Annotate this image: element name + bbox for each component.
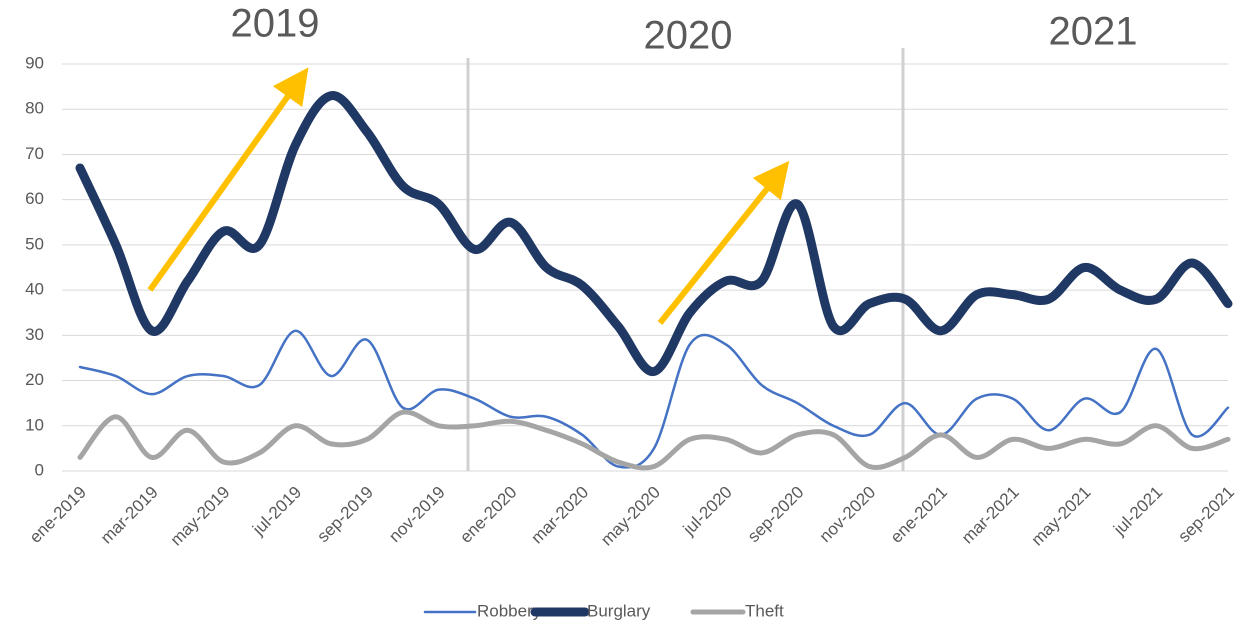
y-tick-label: 60 bbox=[25, 189, 44, 208]
series-line bbox=[77, 409, 1231, 471]
x-tick-label: may-2020 bbox=[597, 483, 664, 550]
legend-label: Theft bbox=[745, 601, 784, 620]
y-tick-label: 90 bbox=[25, 53, 44, 72]
x-tick-label: nov-2019 bbox=[385, 483, 449, 547]
series-line bbox=[78, 329, 1230, 469]
y-tick-label: 20 bbox=[25, 370, 44, 389]
legend-label: Burglary bbox=[587, 601, 651, 620]
x-tick-label: sep-2020 bbox=[744, 483, 808, 547]
x-tick-label: ene-2021 bbox=[887, 483, 951, 547]
x-tick-label: may-2021 bbox=[1028, 483, 1095, 550]
x-tick-label: jul-2021 bbox=[1109, 483, 1166, 540]
y-tick-label: 70 bbox=[25, 144, 44, 163]
y-tick-label: 40 bbox=[25, 280, 44, 299]
y-tick-label: 10 bbox=[25, 415, 44, 434]
y-tick-label: 0 bbox=[35, 460, 44, 479]
series-line bbox=[75, 91, 1233, 377]
x-tick-label: ene-2020 bbox=[456, 483, 520, 547]
x-tick-label: mar-2019 bbox=[97, 483, 162, 548]
year-label: 2021 bbox=[1049, 10, 1138, 54]
y-tick-label: 80 bbox=[25, 99, 44, 118]
trend-arrow bbox=[147, 67, 309, 292]
legend-label: Robbery bbox=[477, 601, 542, 620]
trend-arrow bbox=[657, 160, 790, 325]
year-label: 2020 bbox=[644, 14, 733, 58]
year-label: 2019 bbox=[231, 2, 320, 46]
x-tick-label: jul-2019 bbox=[248, 483, 305, 540]
y-tick-label: 50 bbox=[25, 234, 44, 253]
x-tick-label: mar-2020 bbox=[527, 483, 592, 548]
x-tick-label: may-2019 bbox=[167, 483, 234, 550]
x-tick-label: nov-2020 bbox=[816, 483, 880, 547]
y-tick-label: 30 bbox=[25, 325, 44, 344]
x-tick-label: jul-2020 bbox=[679, 483, 736, 540]
x-tick-label: ene-2019 bbox=[26, 483, 90, 547]
grid bbox=[62, 63, 1228, 472]
x-tick-label: sep-2019 bbox=[313, 483, 377, 547]
x-tick-label: sep-2021 bbox=[1174, 483, 1238, 547]
x-tick-label: mar-2021 bbox=[958, 483, 1023, 548]
